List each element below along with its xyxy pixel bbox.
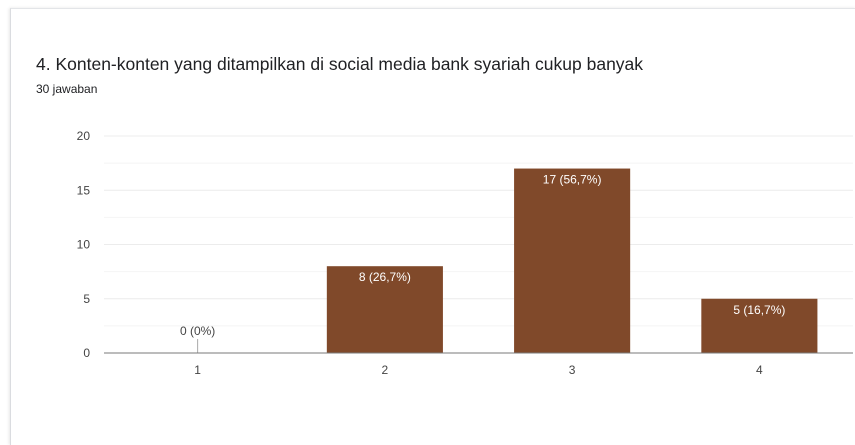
data-labels: 0 (0%) 8 (26,7%) 17 (56,7%) 5 (16,7%) (180, 173, 785, 338)
chart-title: 4. Konten-konten yang ditampilkan di soc… (36, 54, 644, 74)
x-axis-ticks: 1 2 3 4 (194, 363, 763, 377)
y-tick-label: 5 (83, 292, 90, 306)
bars (197, 168, 818, 353)
y-tick-label: 10 (77, 238, 91, 252)
data-label: 5 (16,7%) (733, 303, 785, 317)
y-axis-ticks: 0 5 10 15 20 (77, 129, 91, 360)
data-label: 8 (26,7%) (359, 270, 411, 284)
x-tick-label: 1 (194, 363, 201, 377)
data-label: 0 (0%) (180, 324, 215, 338)
x-tick-label: 3 (569, 363, 576, 377)
response-count: 30 jawaban (36, 82, 98, 96)
data-label: 17 (56,7%) (543, 173, 602, 187)
x-tick-label: 4 (756, 363, 763, 377)
y-tick-label: 15 (77, 183, 91, 197)
gridlines (104, 135, 853, 327)
chart-card (10, 8, 855, 445)
bar-3 (514, 168, 631, 353)
bar-2 (326, 266, 443, 353)
x-tick-label: 2 (382, 363, 389, 377)
y-tick-label: 20 (77, 129, 91, 143)
y-tick-label: 0 (83, 346, 90, 360)
bar-4 (701, 298, 818, 353)
